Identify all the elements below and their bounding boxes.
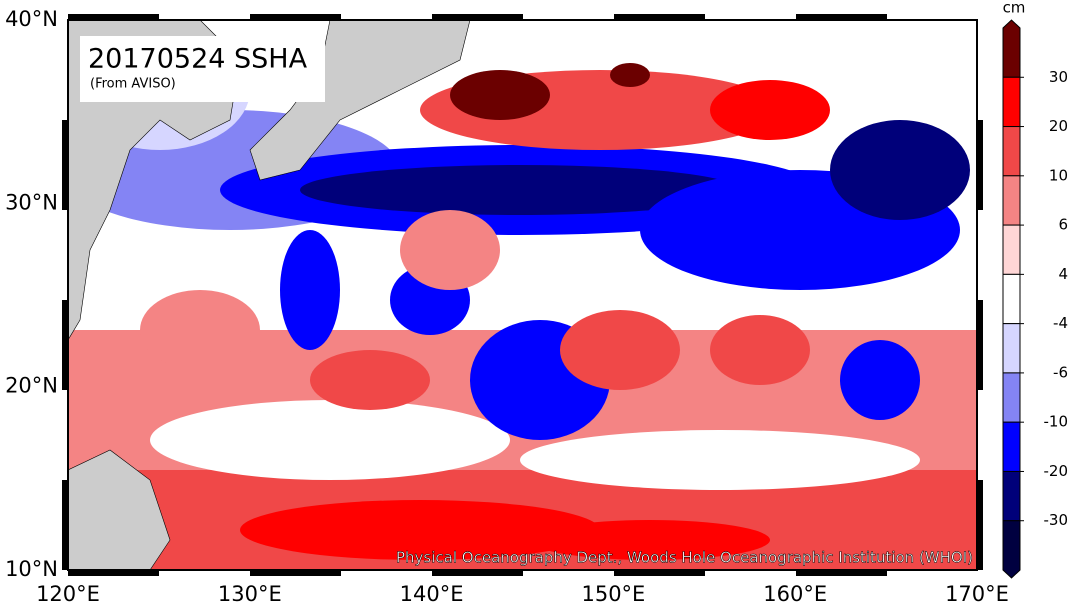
colorbar-segment (1002, 323, 1021, 374)
lat-label: 10°N (5, 557, 58, 581)
lon-label: 170°E (945, 582, 1009, 606)
colorbar-segment (1002, 421, 1021, 472)
colorbar-label: -10 (1044, 413, 1069, 431)
lat-label: 40°N (5, 7, 58, 31)
colorbar-segment (1002, 470, 1021, 522)
lon-label: 130°E (218, 582, 282, 606)
lat-label: 20°N (5, 374, 58, 398)
colorbar-label: 10 (1049, 166, 1068, 184)
colorbar-label: 20 (1049, 117, 1068, 135)
colorbar-label: 4 (1058, 265, 1068, 283)
lon-label: 150°E (581, 582, 645, 606)
lat-label: 30°N (5, 190, 58, 214)
frame-ticks (62, 14, 983, 576)
colorbar-segment (1002, 175, 1021, 226)
colorbar-segment (1002, 224, 1021, 275)
colorbar-segment (1002, 76, 1021, 128)
lon-label: 140°E (400, 582, 464, 606)
colorbar-segment (1002, 19, 1021, 78)
colorbar-label: 6 (1058, 216, 1068, 234)
map-title: 20170524 SSHA (88, 44, 308, 75)
colorbar-segment (1002, 126, 1021, 177)
lon-label: 160°E (763, 582, 827, 606)
colorbar-label: -6 (1053, 363, 1068, 381)
colorbar-unit: cm (1003, 0, 1026, 17)
colorbar-label: 30 (1049, 68, 1068, 86)
lon-label: 120°E (36, 582, 100, 606)
colorbar-label: -20 (1044, 462, 1069, 480)
colorbar-segment (1002, 520, 1021, 579)
colorbar-segment (1002, 273, 1021, 325)
ssha-field (68, 20, 977, 570)
colorbar-segment (1002, 372, 1021, 423)
credit: Physical Oceanography Dept., Woods Hole … (396, 549, 973, 567)
map-subtitle: (From AVISO) (90, 77, 176, 92)
colorbar-label: -30 (1044, 511, 1069, 529)
colorbar-label: -4 (1053, 314, 1068, 332)
